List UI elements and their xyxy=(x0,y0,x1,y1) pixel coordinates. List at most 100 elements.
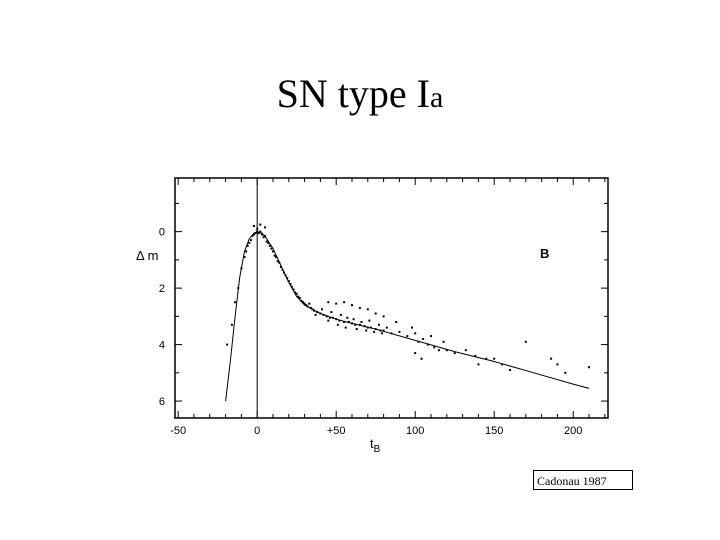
x-tick-label: 150 xyxy=(485,425,503,437)
data-point xyxy=(556,363,559,366)
y-tick-label: 2 xyxy=(159,283,165,295)
data-point xyxy=(453,352,456,355)
data-point xyxy=(550,357,553,360)
data-point xyxy=(226,343,229,346)
data-point xyxy=(272,250,274,253)
data-point xyxy=(344,326,347,329)
band-label: B xyxy=(540,246,549,261)
data-point xyxy=(374,328,377,331)
slide-title: SN type Ia xyxy=(0,70,720,117)
data-point xyxy=(298,297,301,299)
data-point xyxy=(374,312,377,315)
data-point xyxy=(313,309,316,312)
data-point xyxy=(300,299,303,302)
data-point xyxy=(260,233,263,236)
data-point xyxy=(366,326,369,329)
data-point xyxy=(433,346,436,349)
x-tick-label: +50 xyxy=(327,425,346,437)
data-point xyxy=(290,285,293,288)
x-tick-label: 0 xyxy=(254,425,260,437)
data-point xyxy=(493,357,496,360)
data-point xyxy=(445,349,448,352)
data-point xyxy=(273,254,276,257)
data-point xyxy=(382,329,385,332)
data-point xyxy=(289,282,292,285)
data-point xyxy=(265,240,268,243)
data-point xyxy=(248,241,251,244)
data-point xyxy=(276,260,279,263)
y-axis-label: Δ m xyxy=(136,248,158,263)
data-point xyxy=(332,316,334,319)
data-point xyxy=(464,349,467,352)
data-point xyxy=(377,323,380,326)
plot-frame xyxy=(174,177,609,419)
data-point xyxy=(426,343,429,346)
data-point xyxy=(442,340,445,343)
data-point xyxy=(355,328,358,331)
data-point xyxy=(347,321,350,323)
data-point xyxy=(295,292,298,295)
data-point xyxy=(346,316,349,319)
data-point xyxy=(385,326,388,329)
data-point xyxy=(420,357,423,360)
data-point xyxy=(240,267,243,270)
data-point xyxy=(268,244,271,247)
data-point xyxy=(275,256,278,259)
data-point xyxy=(262,236,265,239)
data-point xyxy=(327,319,330,322)
data-point xyxy=(306,305,309,308)
data-point xyxy=(373,330,376,333)
data-point xyxy=(381,332,383,335)
data-point xyxy=(365,329,368,332)
data-point xyxy=(316,311,319,314)
data-point xyxy=(267,241,270,244)
data-point xyxy=(254,232,257,235)
data-point xyxy=(253,233,255,236)
data-point xyxy=(325,315,328,318)
data-point xyxy=(234,301,237,304)
data-point xyxy=(351,304,353,307)
data-point xyxy=(264,234,267,237)
data-point xyxy=(351,322,353,325)
data-point xyxy=(524,340,527,343)
data-point xyxy=(309,306,312,309)
data-point xyxy=(474,354,477,357)
data-point xyxy=(253,225,255,227)
data-point xyxy=(437,349,440,352)
data-point xyxy=(305,304,308,307)
title-subscript: a xyxy=(430,81,444,114)
data-point xyxy=(509,369,511,371)
data-point xyxy=(245,250,248,253)
data-point xyxy=(321,308,323,311)
data-point xyxy=(281,268,284,271)
data-point xyxy=(338,319,341,322)
y-tick-label: 0 xyxy=(159,227,165,239)
data-point xyxy=(411,326,413,329)
x-axis-label-sub: B xyxy=(374,444,381,455)
data-point xyxy=(430,335,432,338)
data-point xyxy=(251,234,254,237)
data-point xyxy=(314,313,317,316)
data-point xyxy=(249,239,252,242)
data-point xyxy=(414,352,417,355)
data-point xyxy=(363,325,366,328)
data-point xyxy=(485,357,488,360)
data-point xyxy=(352,318,355,321)
data-point xyxy=(230,323,233,326)
data-point xyxy=(259,230,262,233)
data-point xyxy=(417,340,420,343)
template-curve xyxy=(225,231,590,402)
data-point xyxy=(292,288,295,291)
data-point xyxy=(395,321,398,323)
data-point xyxy=(358,306,361,309)
data-point xyxy=(283,271,285,274)
data-point xyxy=(286,277,289,280)
data-point xyxy=(366,308,369,311)
x-axis-label: tB xyxy=(370,436,381,455)
data-point xyxy=(308,302,311,305)
x-tick-label: 100 xyxy=(406,425,424,437)
x-axis-label-main: t xyxy=(370,436,374,451)
data-point xyxy=(501,363,504,366)
data-point xyxy=(360,321,363,323)
